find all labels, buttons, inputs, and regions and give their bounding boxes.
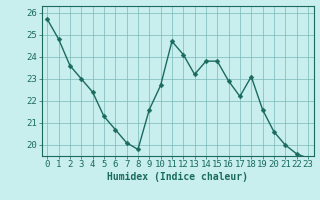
X-axis label: Humidex (Indice chaleur): Humidex (Indice chaleur) bbox=[107, 172, 248, 182]
